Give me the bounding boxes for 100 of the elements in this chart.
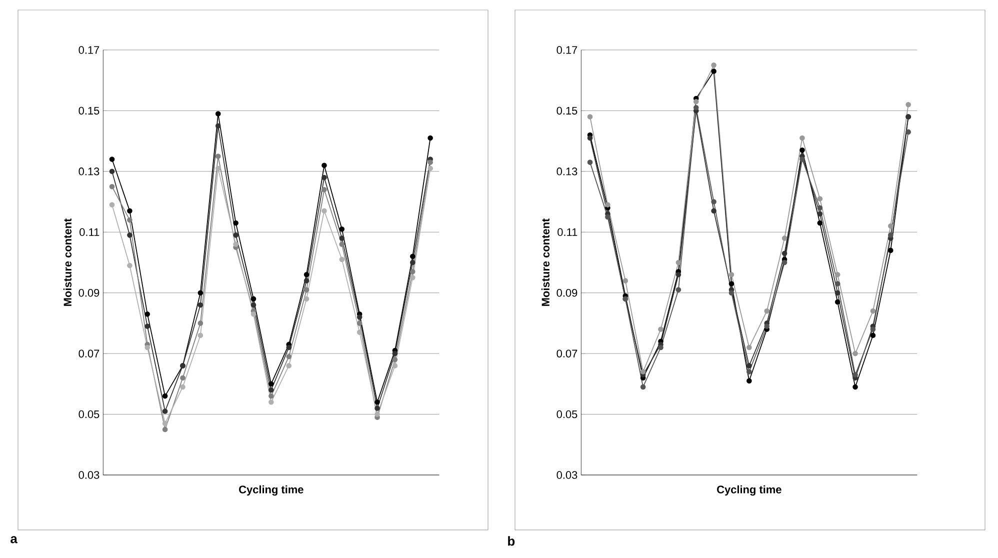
point [304,296,310,302]
point [605,214,610,220]
point [410,254,416,260]
point [782,260,788,266]
text: a [10,536,18,544]
point [356,330,362,335]
point [728,272,734,278]
point [162,393,168,399]
point [286,363,292,368]
point [286,344,292,350]
point [587,135,593,141]
point [304,272,310,278]
point [109,156,115,162]
point [322,208,327,214]
point [144,324,150,329]
point [144,311,150,317]
point [339,242,345,247]
point [162,420,168,426]
point [817,205,823,210]
point [392,356,398,362]
point [746,344,752,350]
point [356,314,362,320]
point [728,281,734,286]
point [215,166,221,172]
point [304,287,310,292]
point [356,320,362,326]
point [339,236,345,241]
point [339,256,345,262]
point [428,160,433,165]
point [852,372,858,378]
point [817,211,823,217]
point [198,290,204,296]
y-tick-label: 0.11 [80,228,100,236]
point [870,332,876,338]
point [180,375,186,380]
point [640,384,646,390]
point [322,186,327,192]
point [605,202,610,208]
x-axis-title: Cycling time [717,485,782,496]
point [428,166,433,172]
point [268,393,274,399]
point [693,98,699,104]
point [800,148,805,153]
point [676,260,682,266]
point [304,278,310,284]
y-tick-label: 0.13 [78,168,100,176]
point [852,350,858,356]
point [233,232,238,238]
text: b [508,536,515,546]
point [198,302,204,308]
point [817,196,823,202]
point [109,202,115,208]
y-tick-label: 0.17 [556,46,578,54]
point [728,290,734,296]
point [888,223,894,229]
point [198,332,204,338]
point [764,324,770,329]
point [711,208,716,214]
point [587,160,593,165]
point [658,344,664,350]
point [322,162,327,168]
point [428,135,433,141]
point [215,154,221,159]
point [746,363,752,368]
point [374,399,380,405]
point [658,326,664,332]
y-axis-title: Moisture content [63,218,72,306]
point [834,290,840,296]
point [888,232,894,238]
y-tick-label: 0.13 [556,168,578,176]
point [162,426,168,432]
point [693,105,699,110]
point [834,281,840,286]
point [711,68,716,74]
point [268,387,274,393]
point [711,199,716,204]
point [233,220,238,226]
point [852,384,858,390]
y-tick-label: 0.09 [78,288,100,297]
point [587,114,593,120]
point [410,260,416,266]
y-tick-label: 0.17 [78,46,100,54]
point [834,272,840,278]
y-tick-label: 0.07 [556,350,578,358]
point [144,344,150,350]
point [746,378,752,384]
point [640,369,646,374]
y-tick-label: 0.15 [556,106,578,115]
y-tick-label: 0.09 [556,288,578,297]
y-tick-label: 0.07 [78,350,100,358]
y-tick-label: 0.05 [556,410,578,418]
point [800,135,805,141]
y-tick-label: 0.15 [78,106,100,115]
point [392,363,398,368]
point [250,311,256,317]
y-tick-label: 0.11 [558,228,578,236]
point [888,248,894,253]
point [127,232,132,238]
point [870,326,876,332]
point [906,102,911,108]
